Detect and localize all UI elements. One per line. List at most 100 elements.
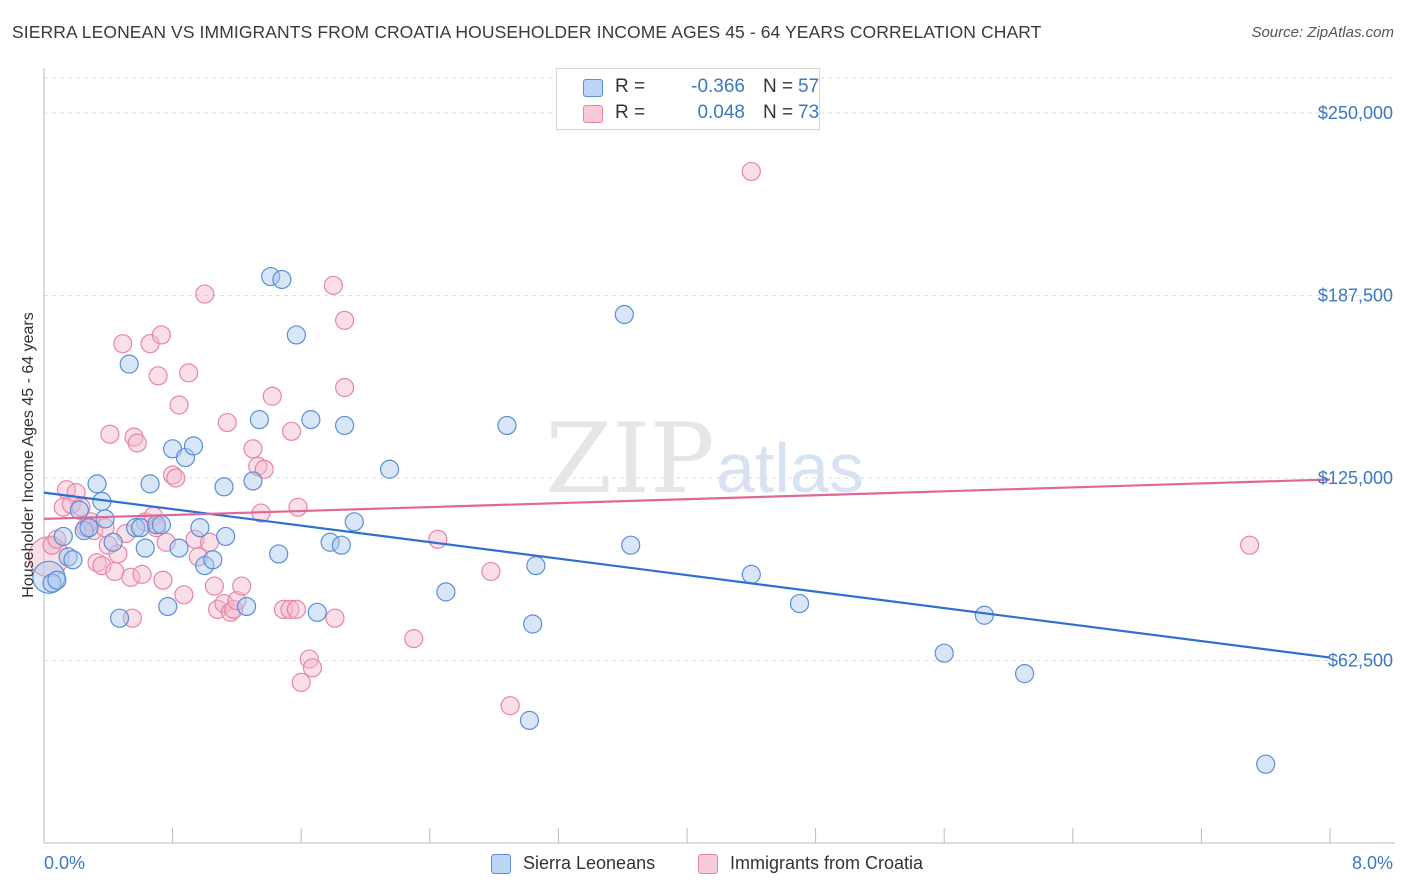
- source-credit: Source: ZipAtlas.com: [1251, 24, 1394, 41]
- data-point: [335, 415, 355, 436]
- x-tick-label-start: 0.0%: [44, 853, 85, 873]
- series-legend: Sierra Leoneans Immigrants from Croatia: [0, 852, 1406, 878]
- data-point: [105, 561, 125, 582]
- data-point: [158, 596, 178, 617]
- data-point: [108, 544, 128, 564]
- data-point: [121, 567, 141, 587]
- data-point: [344, 512, 364, 532]
- y-axis-label: Householder Income Ages 45 - 64 years: [20, 312, 37, 598]
- data-point: [404, 629, 424, 649]
- data-point: [436, 582, 456, 602]
- data-point: [69, 500, 89, 520]
- data-point: [195, 284, 215, 304]
- data-point: [227, 591, 247, 611]
- data-point: [1014, 664, 1035, 684]
- y-tick-labels: $62,500 $125,000 $187,500 $250,000: [1318, 103, 1393, 670]
- data-point: [286, 599, 306, 620]
- data-point: [307, 602, 327, 622]
- data-point: [272, 269, 292, 290]
- data-point: [286, 325, 306, 345]
- data-point: [526, 556, 546, 576]
- y-tick-label: $125,000: [1318, 468, 1393, 488]
- data-point: [243, 439, 263, 459]
- data-point: [1240, 535, 1260, 555]
- data-point: [151, 325, 171, 345]
- data-point: [109, 608, 130, 628]
- x-tick-label-end: 8.0%: [1352, 853, 1393, 873]
- data-point: [216, 526, 236, 547]
- data-point: [140, 474, 160, 494]
- y-tick-label: $62,500: [1328, 651, 1393, 671]
- y-tick-label: $187,500: [1318, 286, 1393, 306]
- data-point: [974, 605, 994, 625]
- data-point: [302, 658, 323, 678]
- legend-r-label: R =: [615, 102, 646, 123]
- data-point: [335, 377, 355, 398]
- data-point: [100, 424, 120, 444]
- data-point: [281, 421, 302, 441]
- data-point: [95, 509, 115, 529]
- data-point: [934, 643, 954, 663]
- data-point: [325, 608, 345, 628]
- data-point: [47, 570, 67, 590]
- data-point: [291, 672, 311, 693]
- data-point: [163, 465, 183, 485]
- data-point: [519, 710, 540, 730]
- data-point: [190, 518, 210, 538]
- legend-n-label: N =: [763, 102, 794, 123]
- data-point: [217, 412, 237, 433]
- data-point: [119, 354, 139, 374]
- data-point: [249, 410, 270, 430]
- data-point: [103, 532, 123, 552]
- x-tick-labels: 0.0% 8.0%: [44, 853, 1393, 873]
- data-point: [53, 526, 73, 547]
- data-point: [87, 474, 107, 494]
- data-point: [169, 395, 189, 415]
- data-point: [169, 538, 189, 558]
- data-point: [151, 515, 171, 535]
- data-point: [132, 564, 152, 584]
- data-point: [428, 529, 448, 549]
- data-point: [79, 518, 99, 538]
- data-point: [288, 497, 308, 517]
- legend-r-label: R =: [615, 76, 646, 97]
- trend-line-blue: [43, 491, 1331, 659]
- data-point: [153, 570, 173, 590]
- data-point: [183, 436, 204, 456]
- data-point: [63, 550, 83, 570]
- trend-lines: [43, 478, 1331, 659]
- data-point: [789, 593, 810, 614]
- data-point: [323, 275, 343, 295]
- data-point: [166, 468, 186, 488]
- legend-label: Sierra Leoneans: [523, 853, 656, 873]
- data-point: [130, 518, 151, 538]
- data-point: [232, 576, 252, 596]
- data-point: [741, 564, 761, 584]
- legend-swatch-blue: [583, 79, 603, 97]
- grid-lines: [44, 77, 1395, 662]
- data-point: [261, 266, 281, 287]
- data-point: [243, 471, 263, 491]
- y-tick-label: $250,000: [1318, 103, 1393, 123]
- chart-title: SIERRA LEONEAN VS IMMIGRANTS FROM CROATI…: [12, 22, 1042, 42]
- data-point: [126, 518, 146, 538]
- legend-swatch-blue: [491, 854, 511, 874]
- series-sierra-leoneans: [32, 266, 1276, 774]
- data-point: [148, 366, 168, 386]
- correlation-legend: R = -0.366 N = 57 R = 0.048 N = 73: [556, 68, 820, 130]
- legend-r-value: 0.048: [697, 102, 745, 123]
- data-point: [1256, 754, 1276, 774]
- data-point: [269, 544, 289, 564]
- data-point: [179, 363, 199, 383]
- data-point: [124, 427, 144, 447]
- legend-n-label: N =: [763, 76, 794, 97]
- data-point: [614, 304, 634, 325]
- data-point: [481, 561, 501, 582]
- data-point: [203, 550, 223, 570]
- data-point: [254, 459, 274, 479]
- data-point: [301, 410, 321, 430]
- data-point: [621, 535, 641, 555]
- data-point: [280, 599, 300, 620]
- data-point: [320, 532, 340, 552]
